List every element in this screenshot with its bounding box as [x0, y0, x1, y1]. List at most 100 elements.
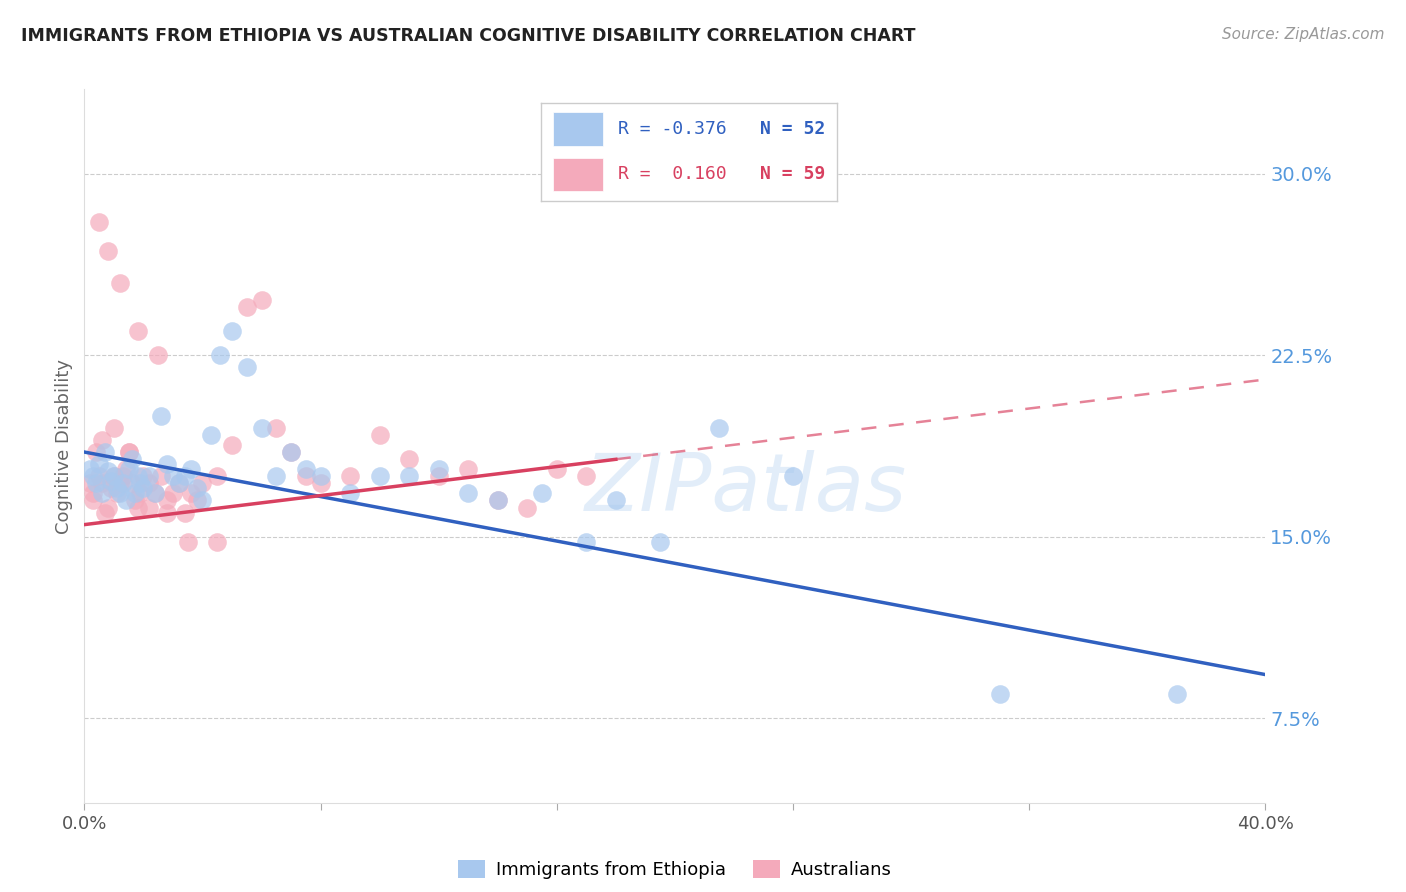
Text: R = -0.376: R = -0.376	[619, 120, 727, 138]
Point	[89, 469, 111, 483]
Point	[191, 476, 214, 491]
Point	[205, 534, 228, 549]
Point	[180, 486, 202, 500]
Point	[486, 493, 509, 508]
Point	[91, 433, 114, 447]
Point	[79, 462, 101, 476]
Point	[250, 293, 273, 307]
Point	[91, 486, 114, 500]
Point	[84, 445, 107, 459]
Point	[89, 215, 111, 229]
Point	[427, 469, 450, 483]
Text: N = 59: N = 59	[759, 165, 825, 183]
FancyBboxPatch shape	[553, 112, 603, 145]
Point	[127, 324, 149, 338]
Point	[105, 481, 128, 495]
Point	[118, 445, 141, 459]
Point	[209, 348, 232, 362]
Point	[162, 486, 184, 500]
Point	[111, 476, 134, 491]
Point	[103, 469, 125, 483]
Point	[127, 500, 149, 515]
Point	[124, 486, 146, 500]
Point	[108, 276, 131, 290]
Point	[94, 506, 117, 520]
Point	[94, 445, 117, 459]
Point	[339, 486, 361, 500]
Point	[121, 452, 143, 467]
Point	[309, 469, 332, 483]
Point	[648, 534, 672, 549]
Point	[97, 500, 120, 515]
Text: ZIPatlas: ZIPatlas	[585, 450, 907, 528]
Point	[108, 486, 131, 500]
Point	[186, 493, 208, 508]
Point	[264, 421, 288, 435]
Point	[709, 421, 731, 435]
Point	[200, 428, 222, 442]
Point	[138, 469, 160, 483]
Point	[89, 457, 111, 471]
Point	[295, 469, 318, 483]
Point	[177, 534, 200, 549]
Point	[191, 493, 214, 508]
Point	[143, 486, 166, 500]
Point	[129, 486, 152, 500]
Text: IMMIGRANTS FROM ETHIOPIA VS AUSTRALIAN COGNITIVE DISABILITY CORRELATION CHART: IMMIGRANTS FROM ETHIOPIA VS AUSTRALIAN C…	[21, 27, 915, 45]
Point	[173, 469, 195, 483]
Point	[221, 324, 243, 338]
Point	[79, 476, 101, 491]
Point	[398, 452, 420, 467]
Point	[782, 469, 804, 483]
Point	[457, 462, 479, 476]
Point	[173, 506, 195, 520]
Point	[162, 469, 184, 483]
Point	[186, 481, 208, 495]
Point	[111, 469, 134, 483]
Point	[84, 476, 107, 491]
Point	[368, 469, 391, 483]
Point	[148, 348, 170, 362]
Point	[309, 476, 332, 491]
Point	[167, 476, 190, 491]
Point	[250, 421, 273, 435]
Point	[118, 462, 141, 476]
Point	[546, 462, 568, 476]
Point	[221, 438, 243, 452]
Point	[1166, 687, 1188, 701]
Point	[295, 462, 318, 476]
Point	[156, 493, 179, 508]
Point	[138, 476, 160, 491]
Point	[103, 469, 125, 483]
Point	[114, 493, 136, 508]
Text: Source: ZipAtlas.com: Source: ZipAtlas.com	[1222, 27, 1385, 42]
Point	[236, 300, 259, 314]
Point	[280, 445, 302, 459]
Point	[264, 469, 288, 483]
Text: N = 52: N = 52	[759, 120, 825, 138]
Point	[100, 481, 122, 495]
Point	[127, 469, 149, 483]
Point	[605, 493, 627, 508]
Point	[205, 469, 228, 483]
Point	[129, 476, 152, 491]
Point	[156, 506, 179, 520]
Point	[575, 534, 598, 549]
Point	[91, 476, 114, 491]
Point	[988, 687, 1011, 701]
Point	[82, 486, 104, 500]
Point	[398, 469, 420, 483]
Point	[82, 469, 104, 483]
Point	[82, 493, 104, 508]
Point	[97, 464, 120, 478]
Point	[121, 476, 143, 491]
Point	[427, 462, 450, 476]
Point	[280, 445, 302, 459]
Point	[108, 476, 131, 491]
Point	[156, 457, 179, 471]
Point	[457, 486, 479, 500]
Point	[180, 462, 202, 476]
Point	[124, 493, 146, 508]
Point	[339, 469, 361, 483]
Point	[103, 421, 125, 435]
